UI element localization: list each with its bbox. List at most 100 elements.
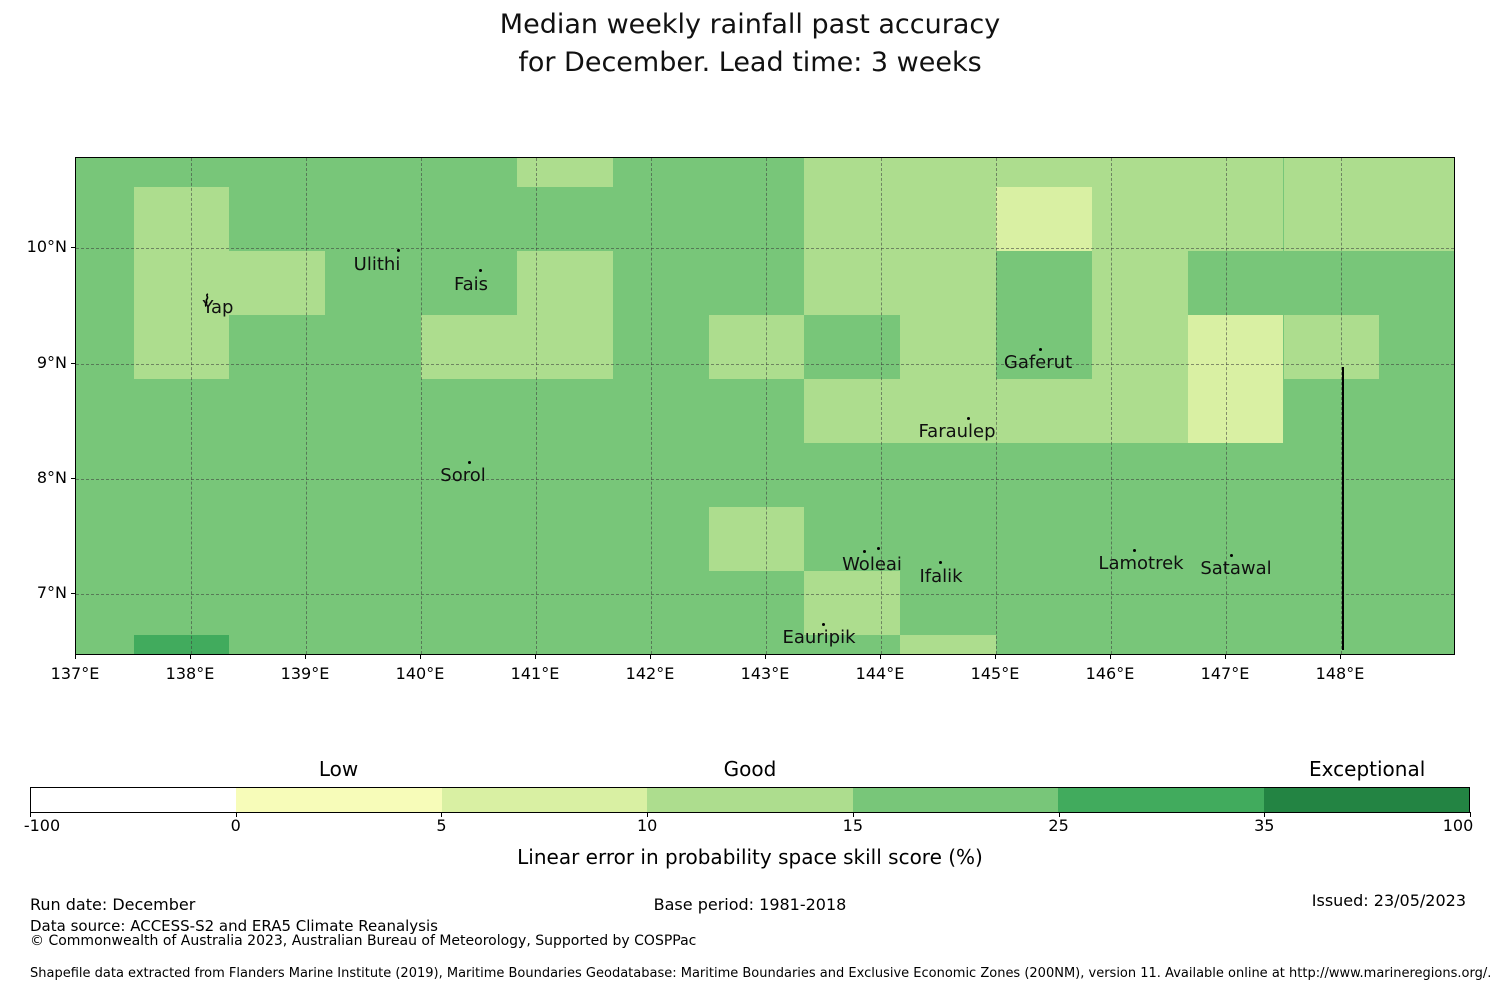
colorbar-segment: [441, 788, 648, 812]
grid-cell: [1283, 570, 1380, 635]
gridline-vertical: [996, 158, 997, 654]
colorbar-segment: [31, 788, 237, 812]
grid-cell: [612, 570, 709, 635]
grid-cell: [612, 250, 709, 315]
grid-cell: [76, 634, 134, 654]
grid-cell: [516, 634, 613, 654]
grid-cell: [1379, 250, 1454, 315]
issued-text: Issued: 23/05/2023: [1311, 891, 1466, 910]
grid-cell: [1283, 158, 1380, 187]
colorbar-segment: [647, 788, 853, 812]
gridline-vertical: [306, 158, 307, 654]
grid-cell: [1379, 506, 1454, 571]
base-period-text: Base period: 1981-2018: [653, 895, 847, 914]
colorbar-segment: [1263, 788, 1469, 812]
y-axis-tickmark: [71, 478, 75, 480]
colorbar-segment: [1058, 788, 1264, 812]
grid-cell: [1283, 314, 1380, 379]
y-axis-tick-label: 7°N: [36, 583, 67, 603]
grid-cell: [708, 378, 805, 443]
run-date-text: Run date: December: [30, 895, 196, 914]
grid-cell: [1283, 506, 1380, 571]
colorbar-tickmark: [441, 812, 443, 817]
grid-cell: [708, 506, 805, 571]
grid-cell: [900, 314, 996, 379]
grid-cell: [804, 250, 901, 315]
figure-title-line2: for December. Lead time: 3 weeks: [518, 47, 982, 78]
colorbar-tick-label: 5: [436, 816, 447, 835]
grid-cell: [804, 506, 901, 571]
gridline-vertical: [536, 158, 537, 654]
grid-cell: [325, 186, 421, 251]
island-marker-dot: [939, 561, 942, 564]
grid-cell: [421, 378, 517, 443]
colorbar-tick-label: 100: [1442, 816, 1474, 835]
grid-cell: [229, 378, 326, 443]
x-axis-tick-label: 146°E: [1085, 664, 1135, 683]
colorbar-tick-label: 15: [842, 816, 864, 835]
x-axis-tickmark: [1225, 655, 1226, 659]
grid-cell: [804, 442, 901, 507]
grid-cell: [708, 250, 805, 315]
grid-cell: [900, 506, 996, 571]
grid-cell: [1187, 442, 1284, 507]
island-marker-dot: [877, 547, 880, 550]
grid-cell: [804, 570, 901, 635]
island-label: Lamotrek: [1098, 553, 1184, 574]
y-axis-tickmark: [71, 247, 75, 249]
gridline-vertical: [1226, 158, 1227, 654]
grid-cell: [612, 442, 709, 507]
grid-cell: [325, 314, 421, 379]
x-axis-tick-label: 139°E: [280, 664, 330, 683]
grid-cell: [229, 442, 326, 507]
y-axis-tickmark: [71, 593, 75, 595]
gridline-horizontal: [76, 594, 1454, 596]
x-axis-tickmark: [765, 655, 766, 659]
grid-cell: [516, 378, 613, 443]
grid-cell: [1091, 506, 1188, 571]
grid-cell: [516, 442, 613, 507]
grid-cell: [421, 634, 517, 654]
colorbar-tickmark: [852, 812, 854, 817]
grid-cell: [996, 506, 1092, 571]
x-axis-tickmark: [190, 655, 191, 659]
grid-cell: [421, 506, 517, 571]
x-axis-tick-label: 140°E: [395, 664, 445, 683]
gridline-vertical: [421, 158, 422, 654]
copyright-text: © Commonwealth of Australia 2023, Austra…: [30, 933, 697, 949]
x-axis-tick-label: 144°E: [855, 664, 905, 683]
grid-cell: [421, 158, 517, 187]
grid-cell: [1091, 634, 1188, 654]
colorbar: [30, 787, 1470, 813]
grid-cell: [325, 634, 421, 654]
grid-cell: [708, 442, 805, 507]
grid-cell: [1187, 250, 1284, 315]
island-label: Yap: [202, 297, 234, 318]
grid-cell: [1187, 314, 1284, 379]
grid-cell: [133, 634, 230, 654]
gridline-vertical: [651, 158, 652, 654]
grid-cell: [612, 158, 709, 187]
island-label: Satawal: [1200, 558, 1272, 579]
grid-cell: [612, 314, 709, 379]
island-label: Ifalik: [919, 566, 963, 587]
colorbar-tickmark: [1470, 812, 1471, 817]
grid-cell: [612, 634, 709, 654]
island-label: Fais: [453, 274, 489, 295]
grid-cell: [612, 506, 709, 571]
x-axis-tickmark: [535, 655, 536, 659]
grid-cell: [421, 250, 517, 315]
grid-cell: [804, 314, 901, 379]
grid-cell: [133, 506, 230, 571]
island-marker-dot: [1230, 554, 1233, 557]
grid-cell: [1283, 634, 1380, 654]
island-label: Sorol: [440, 465, 486, 486]
grid-cell: [804, 186, 901, 251]
gridline-vertical: [881, 158, 882, 654]
grid-cell: [996, 250, 1092, 315]
island-marker-dot: [1039, 348, 1042, 351]
grid-cell: [325, 250, 421, 315]
colorbar-tick-label: 25: [1048, 816, 1069, 835]
grid-cell: [76, 314, 134, 379]
grid-cell: [1283, 378, 1380, 443]
